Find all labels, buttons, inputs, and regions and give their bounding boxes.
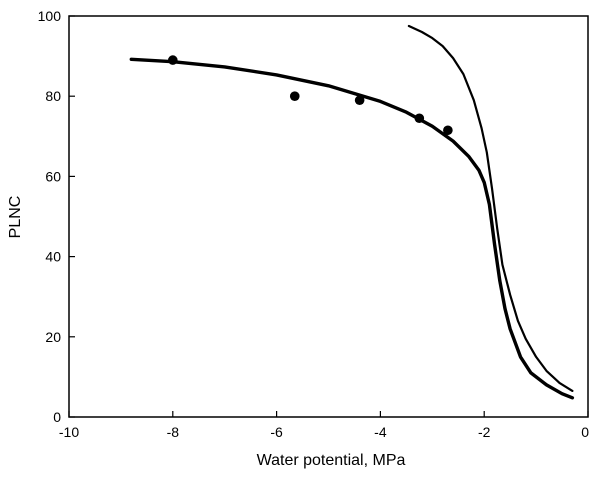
x-axis-title: Water potential, MPa (257, 452, 406, 469)
data-point (168, 55, 178, 65)
y-axis-title: PLNC (7, 196, 24, 239)
plot-frame (68, 15, 589, 418)
y-tick-label: 0 (53, 409, 61, 425)
x-tick-label: -2 (478, 424, 491, 440)
y-tick-label: 80 (45, 88, 61, 104)
x-tick-label: -10 (59, 424, 79, 440)
data-point (289, 91, 300, 101)
data-point (354, 95, 365, 106)
y-tick-label: 40 (45, 249, 61, 265)
data-point (414, 113, 425, 124)
observed-points (168, 55, 453, 136)
y-tick-label: 60 (45, 168, 61, 184)
y-tick-label: 20 (45, 329, 61, 345)
fitted-curve-thin (407, 24, 574, 392)
x-axis-ticks: -10 -8 -6 -4 -2 0 (59, 411, 589, 440)
x-tick-label: -6 (270, 424, 283, 440)
x-tick-label: -4 (374, 424, 387, 440)
fitted-curve-thick (129, 57, 575, 400)
y-axis-ticks: 0 20 40 60 80 100 (38, 8, 75, 425)
data-point (443, 125, 453, 136)
x-tick-label: -8 (167, 424, 180, 440)
x-tick-label: 0 (581, 424, 589, 440)
fitted-curves (129, 24, 575, 400)
y-tick-label: 100 (38, 8, 62, 24)
